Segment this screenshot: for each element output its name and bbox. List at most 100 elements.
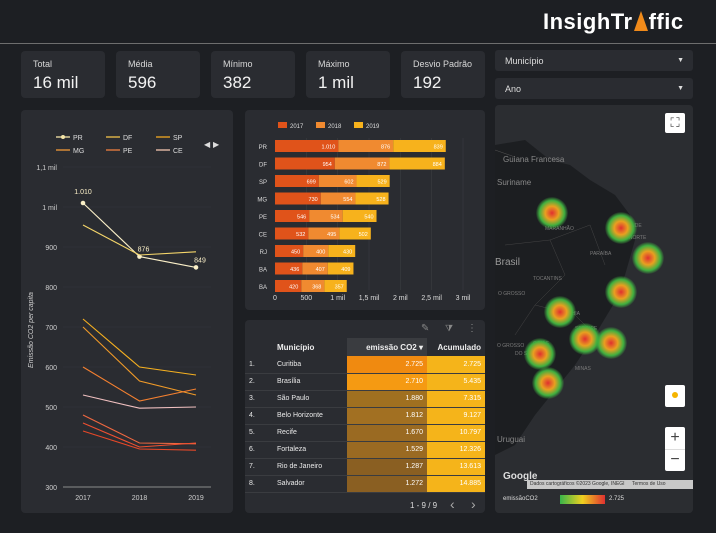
bar-value-label: 954 (323, 162, 332, 168)
legend-label-2018: 2018 (328, 124, 342, 130)
data-label-pr: 876 (138, 247, 150, 254)
bar-value-label: 529 (377, 180, 386, 186)
row-emission: 2.710 (347, 373, 427, 391)
bar-2017 (275, 140, 339, 152)
legend-label-pe: PE (123, 148, 133, 155)
bar-value-label: 839 (434, 145, 443, 151)
row-index: 7. (245, 458, 273, 476)
bar-2018 (308, 227, 340, 240)
bar-2019 (356, 175, 390, 187)
prev-page-button[interactable]: ‹ (450, 496, 455, 512)
header-city[interactable]: Município (277, 342, 315, 352)
category-label: DF (259, 163, 267, 169)
legend-label-2017: 2017 (290, 124, 304, 130)
bar-2019 (339, 227, 371, 240)
bar-value-label: 532 (296, 232, 305, 238)
x-tick-label: 1,5 mil (359, 295, 380, 302)
x-tick-label: 2 mil (393, 295, 408, 302)
bar-2017 (275, 175, 319, 187)
x-tick-label: 2019 (188, 495, 204, 502)
bar-value-label: 436 (290, 267, 299, 273)
fullscreen-icon: ⛶ (670, 115, 680, 130)
svg-text:O GROSSO: O GROSSO (498, 291, 525, 297)
line-chart-card: 1,1 mil 1 mil 900 800 700 600 500 400 300 2017 201… (21, 110, 233, 513)
legend-swatch (316, 122, 325, 128)
bar-2019 (324, 280, 347, 292)
y-tick-label: 500 (45, 405, 57, 412)
bar-2019 (327, 262, 354, 275)
bar-value-label: 400 (316, 250, 325, 256)
bar-value-label: 554 (343, 197, 352, 203)
bar-2017 (275, 227, 309, 240)
street-view-button[interactable] (665, 385, 685, 407)
row-emission: 2.725 (347, 356, 427, 374)
kpi-minimo: Mínimo 382 (211, 51, 295, 98)
series-line-series-7 (82, 414, 197, 445)
kpi-label: Máximo (318, 59, 350, 69)
header-index (245, 338, 273, 356)
fullscreen-button[interactable]: ⛶ (665, 113, 685, 133)
svg-text:MINAS: MINAS (575, 366, 592, 372)
table-row[interactable]: 2. Brasília 2.710 5.435 (245, 373, 485, 391)
kpi-label: Desvio Padrão (413, 59, 473, 69)
row-emission: 1.529 (347, 441, 427, 459)
y-axis-label: Emissão CO2 per capita (28, 292, 35, 368)
bar-2017 (275, 262, 303, 275)
more-options-icon[interactable]: ⋮ (467, 323, 477, 334)
bar-chart: 2017 2018 2019 0 500 1 mil 1,5 mil 2 mil 2,5 mil… (257, 122, 471, 302)
heatmap-legend-max: 2.725 (609, 496, 625, 502)
row-index: 5. (245, 424, 273, 442)
kpi-label: Mínimo (223, 59, 253, 69)
map-card[interactable]: MARANHÃORIO GRANDEDO NORTE PARAÍBATOCANT… (495, 105, 693, 513)
bar-2018 (302, 262, 328, 275)
series-point-pr (80, 200, 86, 206)
legend-label-df: DF (123, 135, 132, 142)
table-row[interactable]: 6. Fortaleza 1.529 12.326 (245, 441, 485, 459)
row-index: 3. (245, 390, 273, 408)
legend-next-button[interactable]: ▶ (213, 140, 220, 149)
table-row[interactable]: 8. Salvador 1.272 14.885 (245, 475, 485, 493)
legend-label-pr: PR (73, 135, 83, 142)
bar-2018 (309, 210, 343, 222)
bar-2018 (338, 140, 394, 152)
table-row[interactable]: 3. São Paulo 1.880 7.315 (245, 390, 485, 408)
row-city: Recife (273, 424, 347, 442)
bar-2017 (275, 280, 302, 292)
map-attribution: Dados cartográficos ©2023 Google, INEGI … (527, 480, 693, 489)
map-label-uruguai: Uruguai (497, 435, 526, 444)
bar-2018 (303, 245, 329, 257)
table-row[interactable]: 7. Rio de Janeiro 1.287 13.613 (245, 458, 485, 476)
heatmap-point (605, 212, 637, 244)
row-accumulated: 10.797 (427, 424, 485, 442)
table-row[interactable]: 4. Belo Horizonte 1.812 9.127 (245, 407, 485, 425)
category-label: CE (259, 233, 267, 239)
bar-2017 (275, 245, 304, 257)
filter-municipio[interactable]: Município ▼ (495, 50, 693, 71)
kpi-maximo: Máximo 1 mil (306, 51, 390, 98)
filter-ano[interactable]: Ano ▼ (495, 78, 693, 99)
bar-2019 (389, 157, 445, 170)
header-accumulated[interactable]: Acumulado (437, 342, 481, 352)
x-tick-label: 2017 (75, 495, 91, 502)
table-row[interactable]: 1. Curitiba 2.725 2.725 (245, 356, 485, 374)
google-logo: Google (503, 471, 538, 482)
zoom-out-button[interactable]: − (665, 449, 685, 471)
row-index: 4. (245, 407, 273, 425)
legend-prev-button[interactable]: ◀ (204, 140, 211, 149)
row-emission: 1.272 (347, 475, 427, 493)
edit-icon[interactable]: ✎ (421, 323, 430, 334)
terms-link[interactable]: Termos de Uso (631, 481, 666, 487)
attribution-text: Dados cartográficos ©2023 Google, INEGI (530, 481, 625, 487)
map-canvas[interactable]: MARANHÃORIO GRANDEDO NORTE PARAÍBATOCANT… (495, 105, 693, 513)
kpi-value: 16 mil (33, 73, 79, 92)
filter-icon[interactable]: ⧩ (445, 323, 454, 333)
bar-value-label: 409 (341, 267, 350, 273)
header-emission[interactable]: emissão CO2 ▾ (347, 338, 427, 356)
table-row[interactable]: 5. Recife 1.670 10.797 (245, 424, 485, 442)
zoom-in-button[interactable]: + (670, 429, 680, 446)
y-tick-label: 700 (45, 325, 57, 332)
next-page-button[interactable]: › (471, 496, 476, 512)
y-tick-label: 1 mil (42, 205, 57, 212)
map-label-brasil: Brasil (495, 257, 521, 268)
table-header-row: Município emissão CO2 ▾ Acumulado (245, 338, 485, 356)
